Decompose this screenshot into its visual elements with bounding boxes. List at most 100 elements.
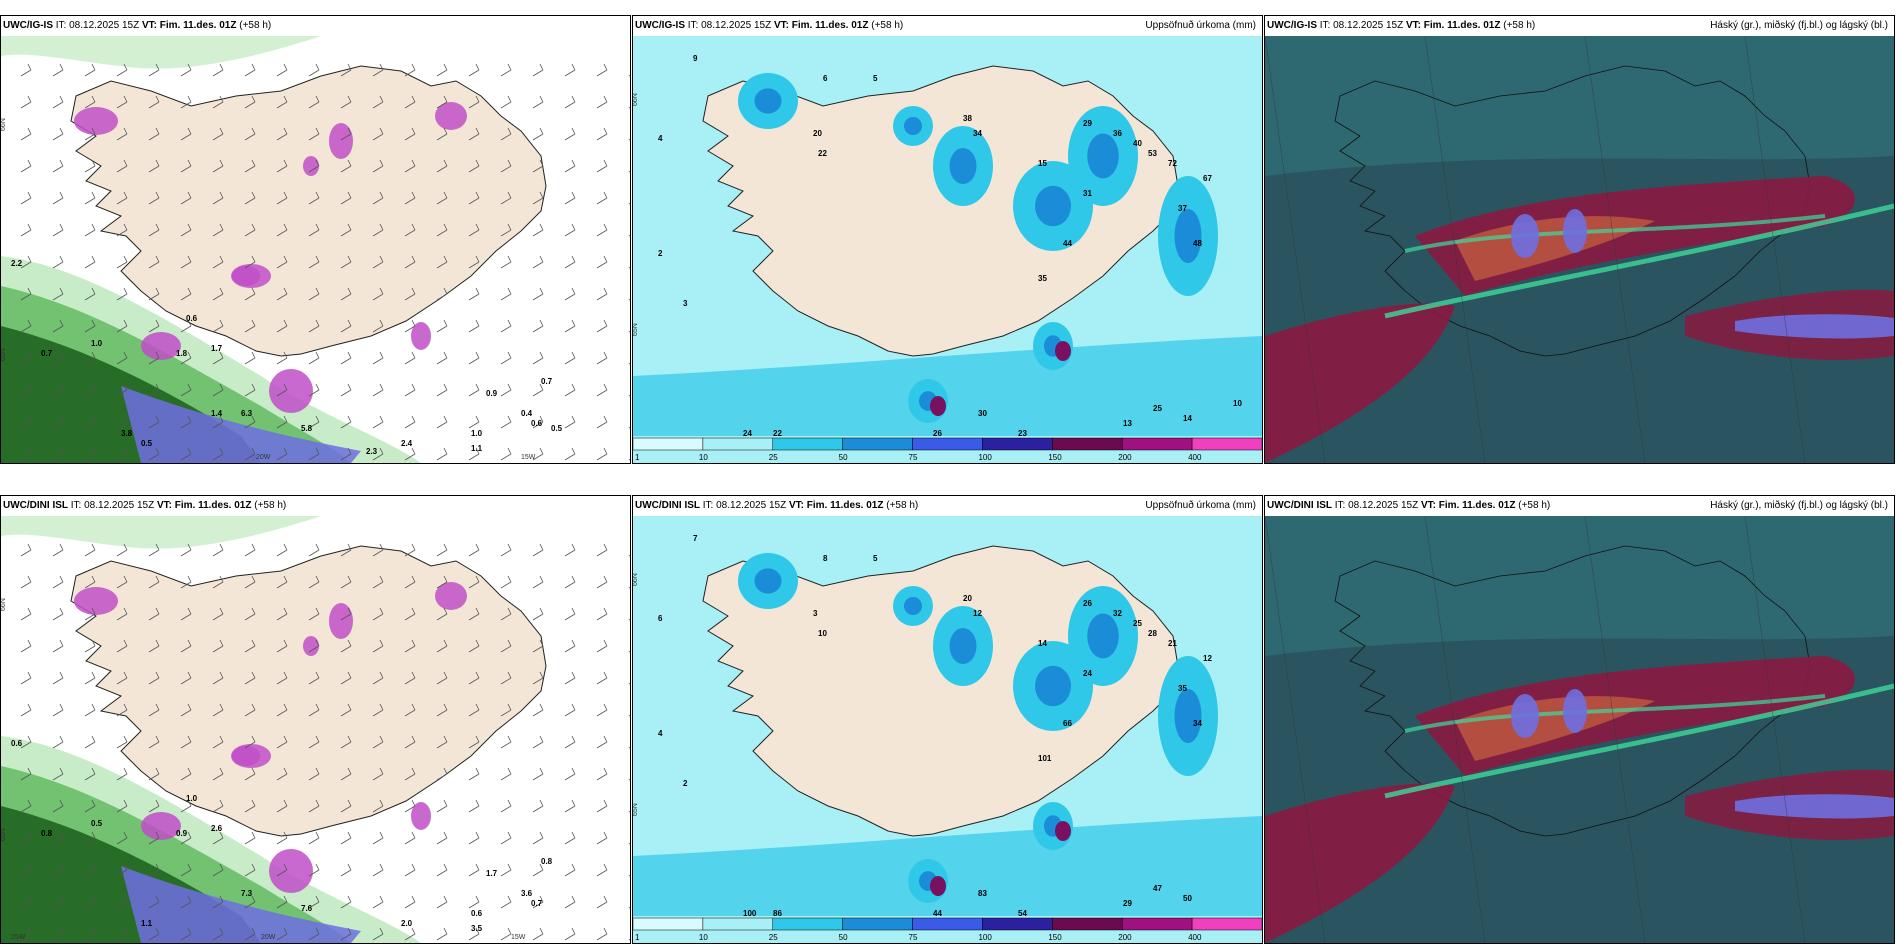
precip-value: 0.6 — [186, 314, 198, 323]
legend-label: 150 — [1048, 453, 1062, 462]
legend-swatch — [633, 917, 704, 931]
wind-barb — [180, 95, 192, 109]
precip-value: 1.1 — [141, 919, 153, 928]
low-cloud-edge — [1404, 214, 1826, 253]
wind-barb — [148, 95, 160, 109]
wind-barb — [500, 543, 512, 557]
wind-barb — [20, 575, 32, 589]
legend-swatch — [912, 917, 983, 931]
precip-max-cell — [930, 396, 946, 416]
wind-barb — [244, 671, 256, 685]
wind-barb — [372, 255, 384, 269]
precip-cell — [269, 849, 313, 893]
legend-swatch — [772, 917, 843, 931]
wind-barb — [404, 223, 416, 237]
wind-barb — [404, 319, 416, 333]
wind-barb — [244, 927, 256, 941]
wind-barb — [308, 607, 320, 621]
graticule-line — [1584, 516, 1646, 943]
iceland-land — [702, 65, 1179, 357]
wind-barb — [52, 543, 64, 557]
wind-barb — [116, 447, 128, 461]
wind-barb — [436, 191, 448, 205]
precip-value: 25 — [1133, 619, 1142, 628]
wind-barb — [404, 351, 416, 365]
legend-swatch — [633, 437, 704, 451]
wind-barb — [372, 351, 384, 365]
wind-barb — [436, 447, 448, 461]
legend-label: 400 — [1188, 453, 1202, 462]
precip-value: 0.7 — [541, 377, 553, 386]
wind-barb — [340, 799, 352, 813]
precip-cell-core — [1174, 689, 1202, 743]
mid-cloud-cell — [1511, 214, 1539, 258]
wind-barb — [340, 255, 352, 269]
precip-area — [633, 816, 1262, 916]
wind-barb — [212, 127, 224, 141]
wind-barb — [116, 351, 128, 365]
wind-barb — [116, 383, 128, 397]
wind-barb — [596, 383, 608, 397]
wind-barb — [436, 831, 448, 845]
wind-barb — [116, 831, 128, 845]
legend-label: 100 — [978, 933, 992, 942]
wind-barb — [436, 895, 448, 909]
precip-value: 0.5 — [91, 819, 103, 828]
wind-barb — [244, 639, 256, 653]
wind-barb — [596, 767, 608, 781]
mid-cloud-band — [1735, 314, 1894, 339]
wind-barb — [500, 95, 512, 109]
wind-barb — [372, 319, 384, 333]
wind-barb — [596, 191, 608, 205]
wind-barb — [308, 191, 320, 205]
wind-barb — [564, 927, 576, 941]
precip-value: 34 — [973, 129, 982, 138]
precip-value: 21 — [1168, 639, 1177, 648]
wind-barb — [116, 191, 128, 205]
precip-value: 20 — [963, 594, 972, 603]
wind-barb — [436, 639, 448, 653]
wind-barb — [340, 607, 352, 621]
wind-barb — [436, 383, 448, 397]
wind-barb — [596, 575, 608, 589]
wind-barb — [52, 799, 64, 813]
wind-barb — [180, 287, 192, 301]
wind-barb — [20, 319, 32, 333]
wind-barb — [468, 639, 480, 653]
wind-barb — [52, 639, 64, 653]
wind-barb — [308, 287, 320, 301]
precip-value: 20 — [813, 129, 822, 138]
wind-barb — [436, 671, 448, 685]
wind-barb — [148, 159, 160, 173]
wind-barb — [436, 127, 448, 141]
wind-barb — [500, 255, 512, 269]
precip-value: 48 — [1193, 239, 1202, 248]
legend-label: 150 — [1048, 933, 1062, 942]
wind-barb — [148, 447, 160, 461]
wind-barb — [436, 95, 448, 109]
wind-barb — [116, 159, 128, 173]
precip-value: 3.6 — [521, 889, 533, 898]
wind-barb — [436, 607, 448, 621]
precip-cell — [232, 746, 260, 766]
wind-barb — [500, 159, 512, 173]
wind-barb — [372, 415, 384, 429]
wind-barb — [404, 831, 416, 845]
wind-barb — [404, 575, 416, 589]
wind-barb — [404, 895, 416, 909]
wind-barb — [148, 319, 160, 333]
precip-value: 0.5 — [141, 439, 153, 448]
precip-cell — [74, 107, 118, 135]
wind-barb — [84, 831, 96, 845]
wind-barb — [532, 703, 544, 717]
wind-barb — [20, 95, 32, 109]
wind-barb — [308, 735, 320, 749]
wind-barb — [308, 575, 320, 589]
wind-barb — [564, 319, 576, 333]
legend-label: 50 — [839, 453, 848, 462]
low-cloud-edge — [1384, 203, 1894, 319]
wind-barb — [468, 543, 480, 557]
longitude-label: 20W — [261, 934, 276, 941]
wind-barb — [500, 703, 512, 717]
mid-cloud-cell — [1563, 209, 1587, 253]
